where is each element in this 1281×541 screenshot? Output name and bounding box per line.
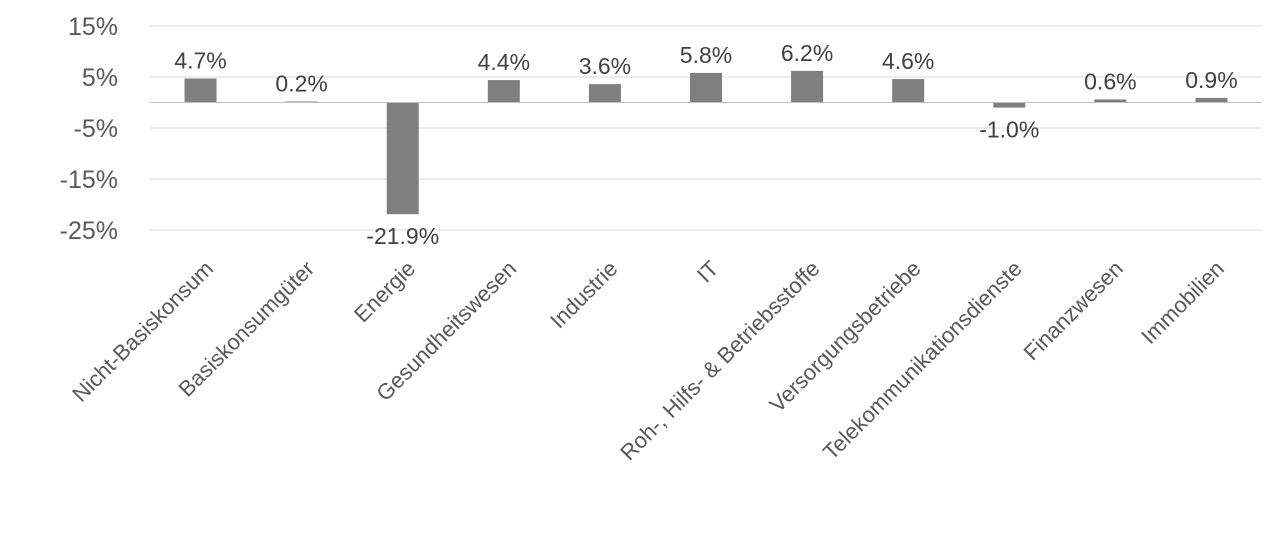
data-label: 3.6% — [579, 53, 631, 79]
bar — [791, 70, 824, 103]
gridlines — [150, 25, 1262, 231]
bar — [1094, 99, 1127, 103]
bar — [588, 84, 621, 103]
category-label: Immobilien — [1136, 256, 1229, 349]
y-tick-label: -15% — [60, 166, 118, 194]
category-label: IT — [692, 256, 724, 288]
category-label: Industrie — [545, 256, 622, 333]
data-label: -21.9% — [366, 223, 439, 249]
y-tick-label: -5% — [74, 115, 118, 143]
bars — [184, 70, 1228, 215]
y-tick-label: 15% — [68, 13, 118, 41]
bar — [1195, 97, 1228, 103]
y-axis-ticks: 15% 5% -5% -15% -25% — [60, 13, 118, 245]
data-label: 4.7% — [174, 48, 226, 74]
category-label: Energie — [349, 256, 420, 327]
y-tick-label: -25% — [60, 217, 118, 245]
data-label: 4.6% — [882, 48, 934, 74]
category-label: Roh-, Hilfs- & Betriebsstoffe — [615, 256, 824, 465]
category-label: Telekommunikationsdienste — [818, 256, 1027, 465]
category-label: Finanzwesen — [1019, 256, 1128, 365]
data-label: 6.2% — [781, 40, 833, 66]
data-label: 4.4% — [478, 49, 530, 75]
bar — [487, 80, 520, 103]
data-label: 5.8% — [680, 42, 732, 68]
data-label: 0.2% — [275, 70, 327, 96]
data-label: 0.9% — [1185, 67, 1237, 93]
data-labels: 4.7% 0.2% -21.9% 4.4% 3.6% 5.8% 6.2% 4.6% -1.0% 0… — [174, 40, 1237, 249]
bar — [993, 102, 1026, 108]
bar — [184, 78, 217, 103]
data-label: 0.6% — [1084, 68, 1136, 94]
y-tick-label: 5% — [82, 64, 118, 92]
data-label: -1.0% — [979, 117, 1039, 143]
bar — [690, 72, 722, 103]
bar — [892, 79, 925, 103]
bar — [386, 102, 419, 215]
